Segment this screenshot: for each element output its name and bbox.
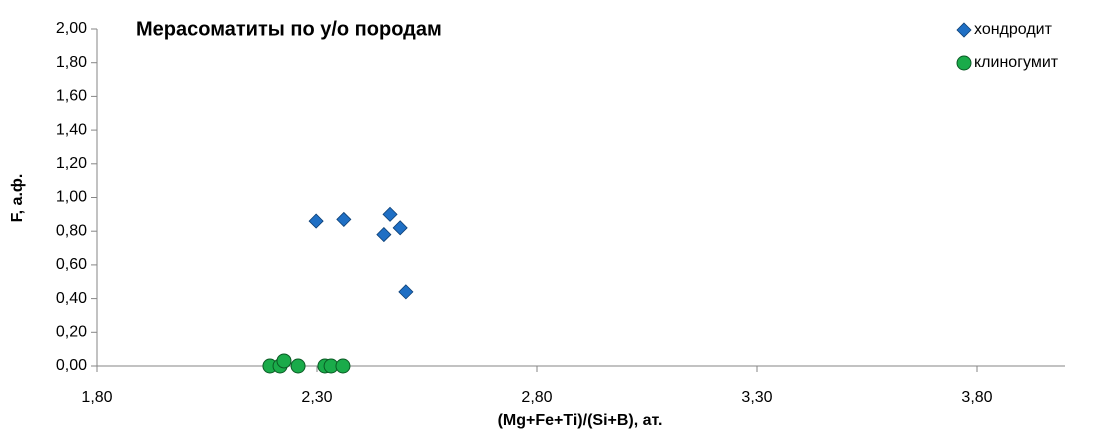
x-axis-label: (Mg+Fe+Ti)/(Si+B), ат. (498, 412, 663, 429)
x-tick-label: 2,80 (521, 389, 552, 406)
x-tick-label: 1,80 (81, 389, 112, 406)
data-point (276, 353, 292, 369)
legend-label: клиногумит (974, 54, 1059, 71)
legend-marker (956, 22, 972, 38)
y-axis-label: F, а.ф. (9, 174, 26, 223)
y-tick-label: 0,80 (56, 222, 87, 239)
x-tick-label: 3,30 (741, 389, 772, 406)
data-point (398, 284, 414, 300)
legend-marker (956, 55, 972, 71)
data-point (336, 211, 352, 227)
x-tick-label: 2,30 (301, 389, 332, 406)
y-tick-label: 1,40 (56, 121, 87, 138)
x-tick-label: 3,80 (961, 389, 992, 406)
y-tick-label: 0,20 (56, 324, 87, 341)
y-tick-label: 1,20 (56, 155, 87, 172)
y-tick-label: 1,60 (56, 88, 87, 105)
data-point (382, 206, 398, 222)
y-tick-label: 2,00 (56, 20, 87, 37)
legend-label: хондродит (974, 21, 1053, 38)
y-tick-label: 1,80 (56, 54, 87, 71)
y-tick-label: 0,60 (56, 256, 87, 273)
data-point (392, 220, 408, 236)
y-tick-label: 0,00 (56, 357, 87, 374)
y-tick-label: 0,40 (56, 290, 87, 307)
chart-title: Мерасоматиты по у/о породам (136, 18, 442, 40)
y-tick-label: 1,00 (56, 189, 87, 206)
data-point (376, 227, 392, 243)
data-point (335, 358, 351, 374)
data-point (308, 213, 324, 229)
data-point (290, 358, 306, 374)
